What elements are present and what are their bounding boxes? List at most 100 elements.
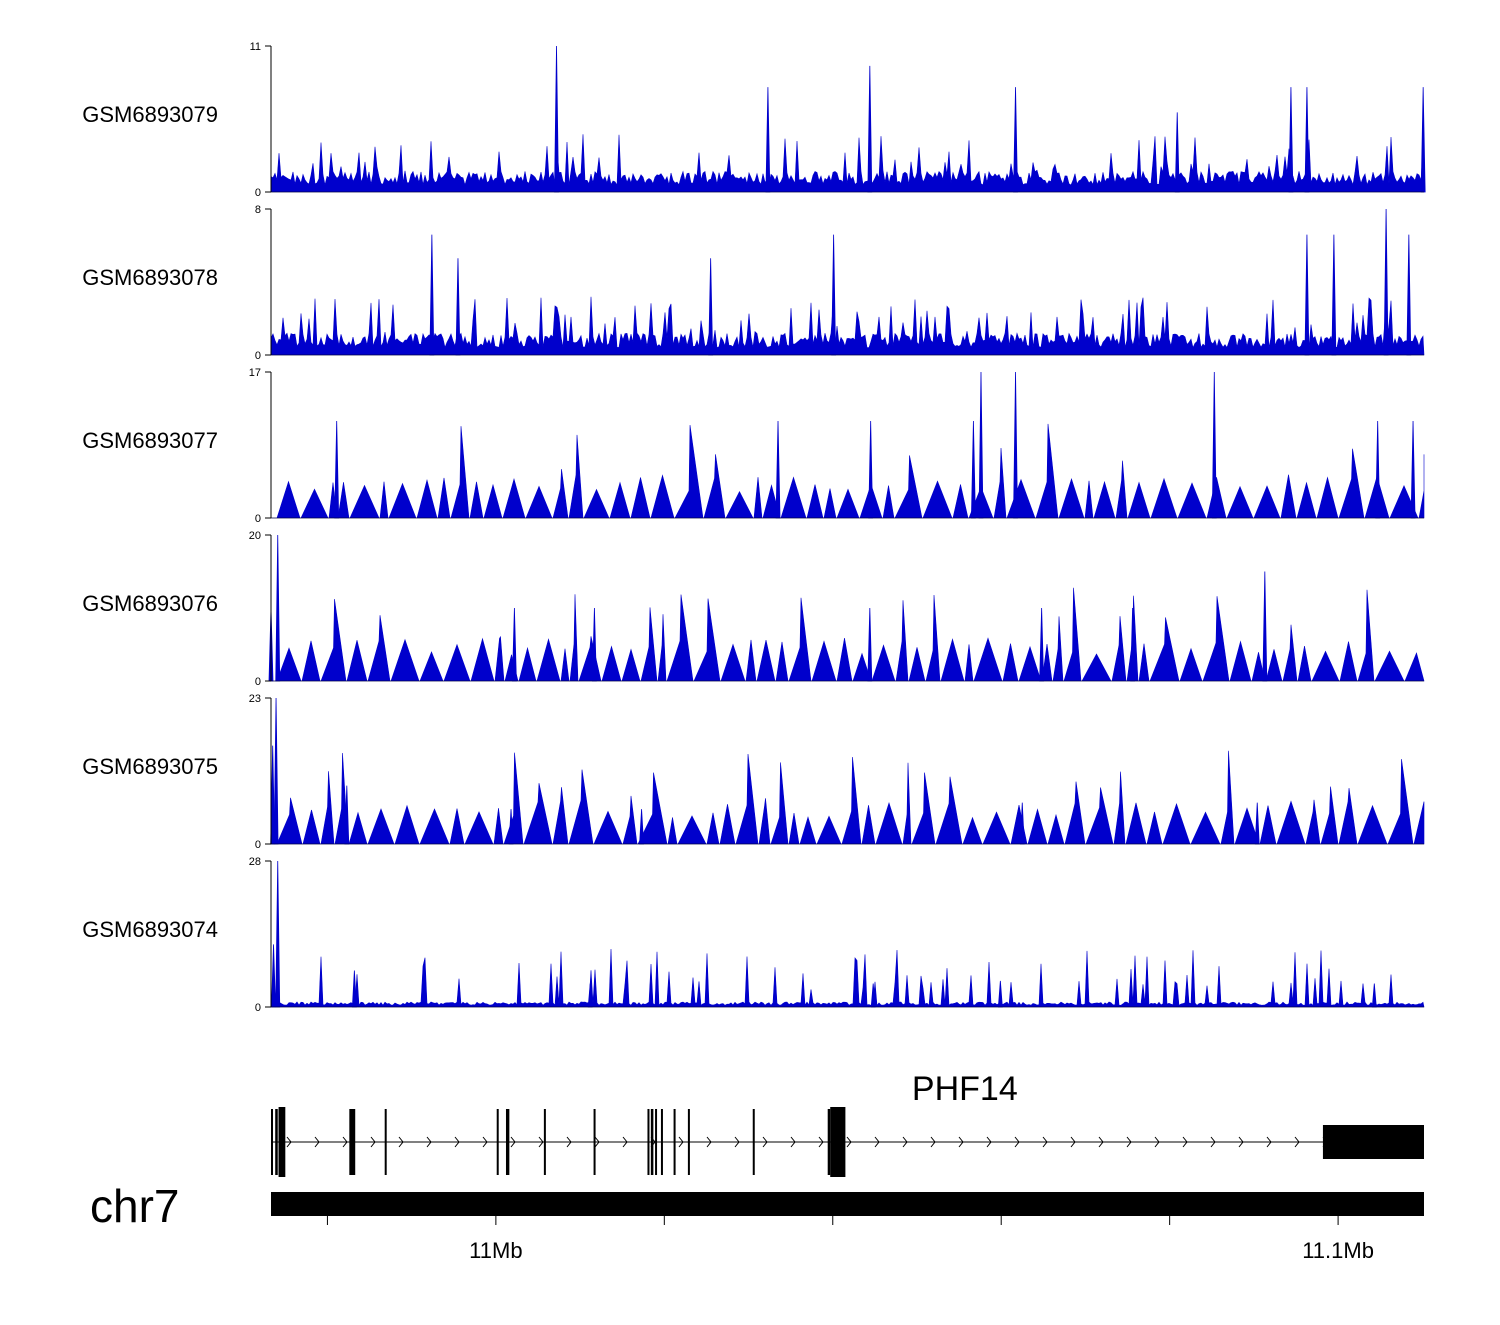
- strand-arrow: [510, 1136, 516, 1148]
- y-min-label-GSM6893076: 0: [255, 676, 261, 688]
- signal-GSM6893079: [270, 134, 1425, 193]
- y-max-label-GSM6893075: 23: [249, 693, 261, 705]
- y-max-label-GSM6893076: 20: [249, 530, 261, 542]
- track-label-GSM6893077: GSM6893077: [82, 428, 218, 453]
- strand-arrow: [1042, 1136, 1048, 1148]
- strand-arrow: [986, 1136, 992, 1148]
- peak-GSM6893076-3: [511, 607, 517, 682]
- track-label-GSM6893076: GSM6893076: [82, 591, 218, 616]
- peak-GSM6893077-3: [971, 420, 976, 519]
- peak-GSM6893078-0: [1383, 208, 1389, 356]
- strand-arrow: [1238, 1136, 1244, 1148]
- gene-exon-3: [278, 1107, 286, 1177]
- gene-exon-5: [384, 1109, 387, 1175]
- peak-GSM6893079-6: [1420, 87, 1426, 193]
- peak-GSM6893077-0: [978, 371, 984, 519]
- peak-GSM6893078-2: [429, 234, 435, 356]
- gene-exon-16: [752, 1109, 755, 1175]
- y-min-label-GSM6893074: 0: [255, 1002, 261, 1014]
- peak-GSM6893074-6: [351, 970, 357, 1008]
- strand-arrow: [454, 1136, 460, 1148]
- gene-exon-9: [593, 1109, 596, 1175]
- peak-GSM6893074-2: [997, 980, 1003, 1008]
- peak-GSM6893075-0: [273, 697, 279, 845]
- track-label-GSM6893074: GSM6893074: [82, 917, 218, 942]
- gene-exon-1: [275, 1109, 278, 1175]
- strand-arrow: [1154, 1136, 1160, 1148]
- strand-arrow: [762, 1136, 768, 1148]
- signal-GSM6893074: [270, 948, 1425, 1008]
- y-min-label-GSM6893077: 0: [255, 513, 261, 525]
- signal-GSM6893075: [271, 750, 1425, 845]
- strand-arrow: [398, 1136, 404, 1148]
- peak-GSM6893078-7: [708, 258, 714, 356]
- y-min-label-GSM6893078: 0: [255, 350, 261, 362]
- peak-GSM6893076-0: [275, 534, 281, 682]
- y-min-label-GSM6893079: 0: [255, 187, 261, 199]
- peak-GSM6893075-6: [1254, 802, 1260, 845]
- peak-GSM6893079-3: [1013, 87, 1018, 193]
- gene-exon-19: [1322, 1125, 1424, 1159]
- gene-exon-12: [655, 1109, 658, 1175]
- peak-GSM6893079-0: [554, 45, 559, 193]
- gene-exon-10: [647, 1109, 650, 1175]
- peak-GSM6893077-4: [868, 420, 874, 519]
- peak-GSM6893075-4: [344, 785, 350, 845]
- peak-GSM6893078-4: [1331, 234, 1337, 356]
- x-tick-label-0: 11Mb: [469, 1238, 522, 1263]
- peak-GSM6893076-5: [867, 607, 873, 682]
- gene-exon-13: [660, 1109, 663, 1175]
- signal-GSM6893078: [270, 296, 1425, 356]
- peak-GSM6893075-3: [508, 809, 514, 845]
- gene-exon-14: [673, 1109, 676, 1175]
- strand-arrow: [1182, 1136, 1188, 1148]
- peak-GSM6893077-1: [1013, 371, 1018, 519]
- gene-exon-4: [349, 1109, 356, 1175]
- strand-arrow: [622, 1136, 628, 1148]
- gene-exon-8: [543, 1109, 546, 1175]
- gene-name-label: PHF14: [912, 1070, 1018, 1108]
- peak-GSM6893079-5: [1304, 87, 1310, 193]
- strand-arrow: [1070, 1136, 1076, 1148]
- strand-arrow: [874, 1136, 880, 1148]
- peak-GSM6893076-6: [1039, 607, 1045, 682]
- peak-GSM6893079-1: [867, 65, 873, 193]
- strand-arrow: [1126, 1136, 1132, 1148]
- peak-GSM6893078-6: [455, 258, 461, 356]
- chromosome-bar: [271, 1192, 1424, 1216]
- strand-arrow: [818, 1136, 824, 1148]
- strand-arrow: [706, 1136, 712, 1148]
- strand-arrow: [734, 1136, 740, 1148]
- strand-arrow: [1210, 1136, 1216, 1148]
- peak-GSM6893077-6: [334, 420, 340, 519]
- signal-GSM6893076: [271, 587, 1425, 682]
- gene-exon-11: [650, 1109, 654, 1175]
- gene-exon-17: [827, 1109, 831, 1175]
- y-min-label-GSM6893075: 0: [255, 839, 261, 851]
- peak-GSM6893075-2: [639, 809, 645, 845]
- x-tick-label-1: 11.1Mb: [1302, 1238, 1374, 1263]
- peak-GSM6893078-1: [831, 234, 837, 356]
- strand-arrow: [846, 1136, 852, 1148]
- strand-arrow: [314, 1136, 320, 1148]
- strand-arrow: [482, 1136, 488, 1148]
- peak-GSM6893074-1: [271, 944, 276, 1008]
- strand-arrow: [902, 1136, 908, 1148]
- strand-arrow: [678, 1136, 684, 1148]
- signal-GSM6893077: [271, 423, 1425, 519]
- peak-GSM6893077-7: [1375, 420, 1381, 519]
- chromosome-label: chr7: [90, 1180, 179, 1232]
- strand-arrow: [790, 1136, 796, 1148]
- peak-GSM6893078-3: [1304, 234, 1310, 356]
- strand-arrow: [930, 1136, 936, 1148]
- peak-GSM6893076-4: [592, 607, 597, 682]
- track-label-GSM6893079: GSM6893079: [82, 102, 218, 127]
- track-label-GSM6893075: GSM6893075: [82, 754, 218, 779]
- peak-GSM6893077-8: [1410, 420, 1416, 519]
- peak-GSM6893079-2: [765, 87, 771, 193]
- peak-GSM6893076-1: [1262, 571, 1268, 682]
- strand-arrow: [1266, 1136, 1272, 1148]
- strand-arrow: [594, 1136, 600, 1148]
- strand-arrow: [566, 1136, 572, 1148]
